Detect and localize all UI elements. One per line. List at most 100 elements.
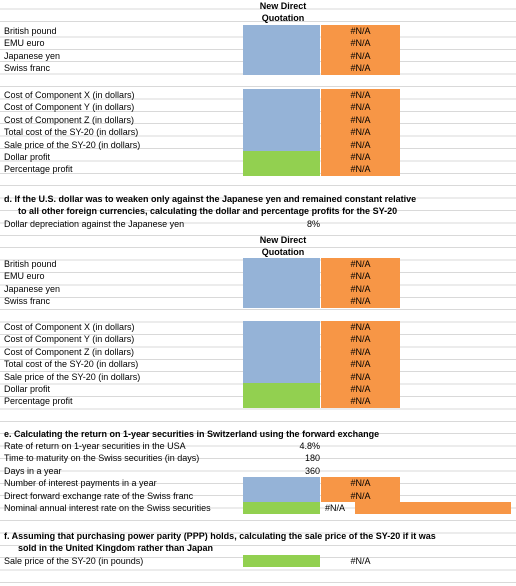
- row-label: Sale price of the SY-20 (in pounds): [4, 556, 144, 566]
- row-label: Sale price of the SY-20 (in dollars): [4, 371, 141, 382]
- text: to all other foreign currencies, calcula…: [18, 206, 398, 216]
- row-label: Percentage profit: [4, 396, 73, 407]
- cell-value: 8%: [306, 219, 320, 229]
- cell-value: #N/A: [350, 114, 371, 125]
- column-header: Quotation: [261, 247, 305, 257]
- cell-fill: [321, 295, 400, 308]
- cell-fill: [321, 333, 400, 346]
- cell-fill: [243, 489, 320, 502]
- cell-fill: [243, 321, 320, 334]
- row-label: Cost of Component Y (in dollars): [4, 102, 135, 113]
- cell-fill: [321, 282, 400, 296]
- cell-fill: [321, 383, 400, 396]
- cell-fill: [243, 358, 320, 371]
- row-label: Percentage profit: [4, 164, 73, 175]
- cell-fill: [321, 163, 400, 176]
- cell-value: #N/A: [350, 102, 371, 113]
- cell-fill: [243, 101, 320, 114]
- row-label: Total cost of the SY-20 (in dollars): [4, 127, 139, 138]
- row-label: Days in a year: [4, 465, 62, 476]
- cell-value: #N/A: [350, 90, 371, 100]
- cell-value: 360: [304, 465, 320, 476]
- cell-value: #N/A: [350, 359, 371, 370]
- cell-value: #N/A: [350, 478, 371, 489]
- cell-fill: [243, 477, 320, 490]
- cell-fill: [243, 25, 320, 38]
- cell-value: #N/A: [350, 50, 371, 61]
- cell-fill: [321, 151, 400, 164]
- cell-fill: [243, 345, 320, 359]
- cell-fill: [243, 89, 320, 102]
- column-header: New Direct: [259, 235, 307, 245]
- cell-fill: [321, 37, 400, 50]
- cell-value: #N/A: [350, 259, 371, 269]
- row-label: Cost of Component X (in dollars): [4, 90, 135, 100]
- cell-fill: [243, 555, 320, 568]
- row-label: Dollar profit: [4, 152, 51, 162]
- cell-fill: [243, 113, 320, 127]
- cell-value: 180: [304, 453, 320, 464]
- cell-fill: [243, 258, 320, 271]
- text: f. Assuming that purchasing power parity…: [4, 531, 436, 541]
- cell-value: #N/A: [350, 296, 371, 307]
- cell-fill: [243, 37, 320, 50]
- row-label: British pound: [4, 259, 57, 269]
- row-label: Cost of Component Z (in dollars): [4, 346, 135, 357]
- row-label: Japanese yen: [4, 283, 61, 294]
- cell-fill: [355, 502, 511, 515]
- cell-fill: [321, 138, 400, 151]
- cell-fill: [321, 62, 400, 75]
- cell-fill: [321, 489, 400, 502]
- row-label: Swiss franc: [4, 296, 51, 307]
- cell-value: #N/A: [350, 396, 371, 407]
- cell-value: 4.8%: [299, 441, 320, 451]
- cell-value: #N/A: [350, 127, 371, 138]
- cell-fill: [243, 138, 320, 151]
- cell-fill: [321, 25, 400, 38]
- cell-value: #N/A: [350, 384, 371, 394]
- cell-fill: [243, 282, 320, 296]
- row-label: Time to maturity on the Swiss securities…: [4, 453, 200, 464]
- cell-fill: [243, 502, 320, 515]
- cell-value: #N/A: [350, 38, 371, 49]
- cell-fill: [321, 258, 400, 271]
- row-label: Direct forward exchange rate of the Swis…: [4, 490, 194, 501]
- row-label: British pound: [4, 26, 57, 36]
- cell-value: #N/A: [350, 556, 371, 566]
- cell-value: #N/A: [350, 283, 371, 294]
- row-label: Cost of Component Y (in dollars): [4, 334, 135, 345]
- cell-fill: [243, 163, 320, 176]
- cell-value: #N/A: [350, 271, 371, 282]
- cell-value: #N/A: [350, 490, 371, 501]
- text: d. If the U.S. dollar was to weaken only…: [4, 194, 417, 204]
- cell-fill: [243, 333, 320, 346]
- cell-fill: [243, 395, 320, 408]
- cell-fill: [321, 370, 400, 383]
- cell-fill: [321, 321, 400, 334]
- cell-fill: [243, 49, 320, 63]
- cell-fill: [243, 370, 320, 383]
- row-label: Cost of Component Z (in dollars): [4, 114, 135, 125]
- text: Dollar depreciation against the Japanese…: [4, 219, 185, 229]
- cell-value: #N/A: [350, 139, 371, 150]
- row-label: Japanese yen: [4, 50, 61, 61]
- cell-fill: [243, 295, 320, 308]
- cell-value: #N/A: [350, 346, 371, 357]
- text: e. Calculating the return on 1-year secu…: [4, 429, 380, 439]
- row-label: Nominal annual interest rate on the Swis…: [4, 503, 211, 513]
- cell-value: #N/A: [325, 503, 346, 513]
- cell-value: #N/A: [350, 371, 371, 382]
- row-label: EMU euro: [4, 271, 45, 282]
- cell-value: #N/A: [350, 322, 371, 332]
- cell-fill: [243, 126, 320, 139]
- cell-fill: [321, 49, 400, 63]
- row-label: Rate of return on 1-year securities in t…: [4, 441, 186, 451]
- cell-fill: [243, 151, 320, 164]
- cell-fill: [321, 126, 400, 139]
- cell-fill: [321, 345, 400, 359]
- cell-fill: [321, 270, 400, 283]
- cell-value: #N/A: [350, 334, 371, 345]
- cell-value: #N/A: [350, 152, 371, 162]
- row-label: Sale price of the SY-20 (in dollars): [4, 139, 141, 150]
- cell-value: #N/A: [350, 26, 371, 36]
